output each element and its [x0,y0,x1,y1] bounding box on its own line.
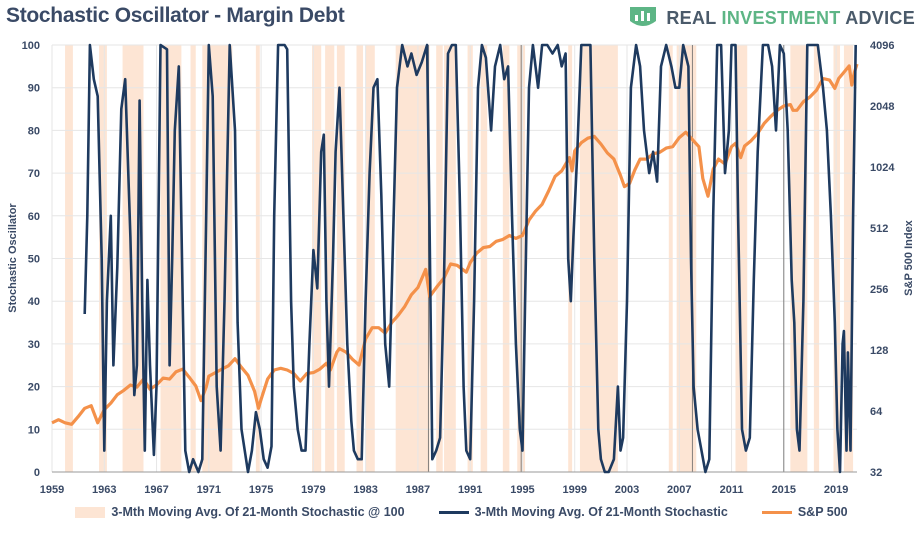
brand-logo: REAL INVESTMENT ADVICE [628,4,915,32]
y-right-tick-label: 64 [870,406,883,418]
bar-chart-shield-icon [630,7,657,26]
y-left-tick-label: 30 [28,339,40,351]
legend-item-sp500: S&P 500 [761,505,848,519]
y-left-tick-label: 80 [28,125,40,137]
legend-label-sp500: S&P 500 [797,505,848,519]
x-tick-label: 1987 [406,484,430,496]
axis-layer: 1959 1963 1967 1971 1975 1979 1983 1987 1991 1995… [22,40,896,496]
brand-word-real: REAL [666,7,722,28]
x-tick-label: 2003 [615,484,639,496]
sp500-line [51,63,859,426]
x-tick-label: 1991 [458,484,482,496]
legend-item-stochastic: 3-Mth Moving Avg. Of 21-Month Stochastic [438,505,728,519]
x-tick-label: 1995 [510,484,534,496]
x-tick-label: 2015 [772,484,796,496]
y-right-tick-label: 4096 [870,40,894,52]
x-tick-label: 1983 [353,484,377,496]
x-tick-label: 1971 [197,484,221,496]
y-left-tick-label: 50 [28,254,40,266]
y-left-tick-label: 0 [34,467,40,479]
x-tick-label: 1967 [144,484,168,496]
y-left-tick-label: 60 [28,211,40,223]
x-tick-label: 1979 [301,484,325,496]
x-tick-label: 2007 [667,484,691,496]
stochastic-line [83,43,857,474]
y-left-tick-label: 90 [28,83,40,95]
brand-name: REAL INVESTMENT ADVICE [666,8,915,29]
brand-word-advice: ADVICE [845,7,915,28]
legend-label-stochastic: 3-Mth Moving Avg. Of 21-Month Stochastic [474,505,728,519]
x-tick-label: 1975 [249,484,273,496]
y-right-tick-label: 128 [870,345,888,357]
legend: 3-Mth Moving Avg. Of 21-Month Stochastic… [0,499,923,525]
stochastic-layer [83,43,857,474]
x-tick-label: 1959 [40,484,64,496]
y-left-tick-label: 20 [28,382,40,394]
x-tick-label: 1999 [562,484,586,496]
y-left-tick-label: 10 [28,424,40,436]
x-tick-label: 1963 [92,484,116,496]
y-right-tick-label: 256 [870,284,888,296]
x-tick-label: 2011 [720,484,744,496]
legend-swatch-band [75,506,106,518]
y-right-tick-label: 1024 [870,162,895,174]
y-right-tick-label: 2048 [870,101,894,113]
brand-word-investment: INVESTMENT [721,7,846,28]
chart-title: Stochastic Oscillator - Margin Debt [6,4,345,27]
y-left-tick-label: 100 [22,40,40,52]
y-right-tick-label: 32 [870,467,882,479]
sp500-layer [51,63,859,426]
y-left-tick-label: 40 [28,296,40,308]
y-left-tick-label: 70 [28,168,40,180]
x-tick-label: 2019 [824,484,848,496]
y-right-tick-label: 512 [870,223,888,235]
legend-swatch-stochastic [438,510,469,514]
legend-swatch-sp500 [761,510,792,514]
legend-item-band: 3-Mth Moving Avg. Of 21-Month Stochastic… [75,505,405,519]
legend-label-band: 3-Mth Moving Avg. Of 21-Month Stochastic… [111,505,405,519]
